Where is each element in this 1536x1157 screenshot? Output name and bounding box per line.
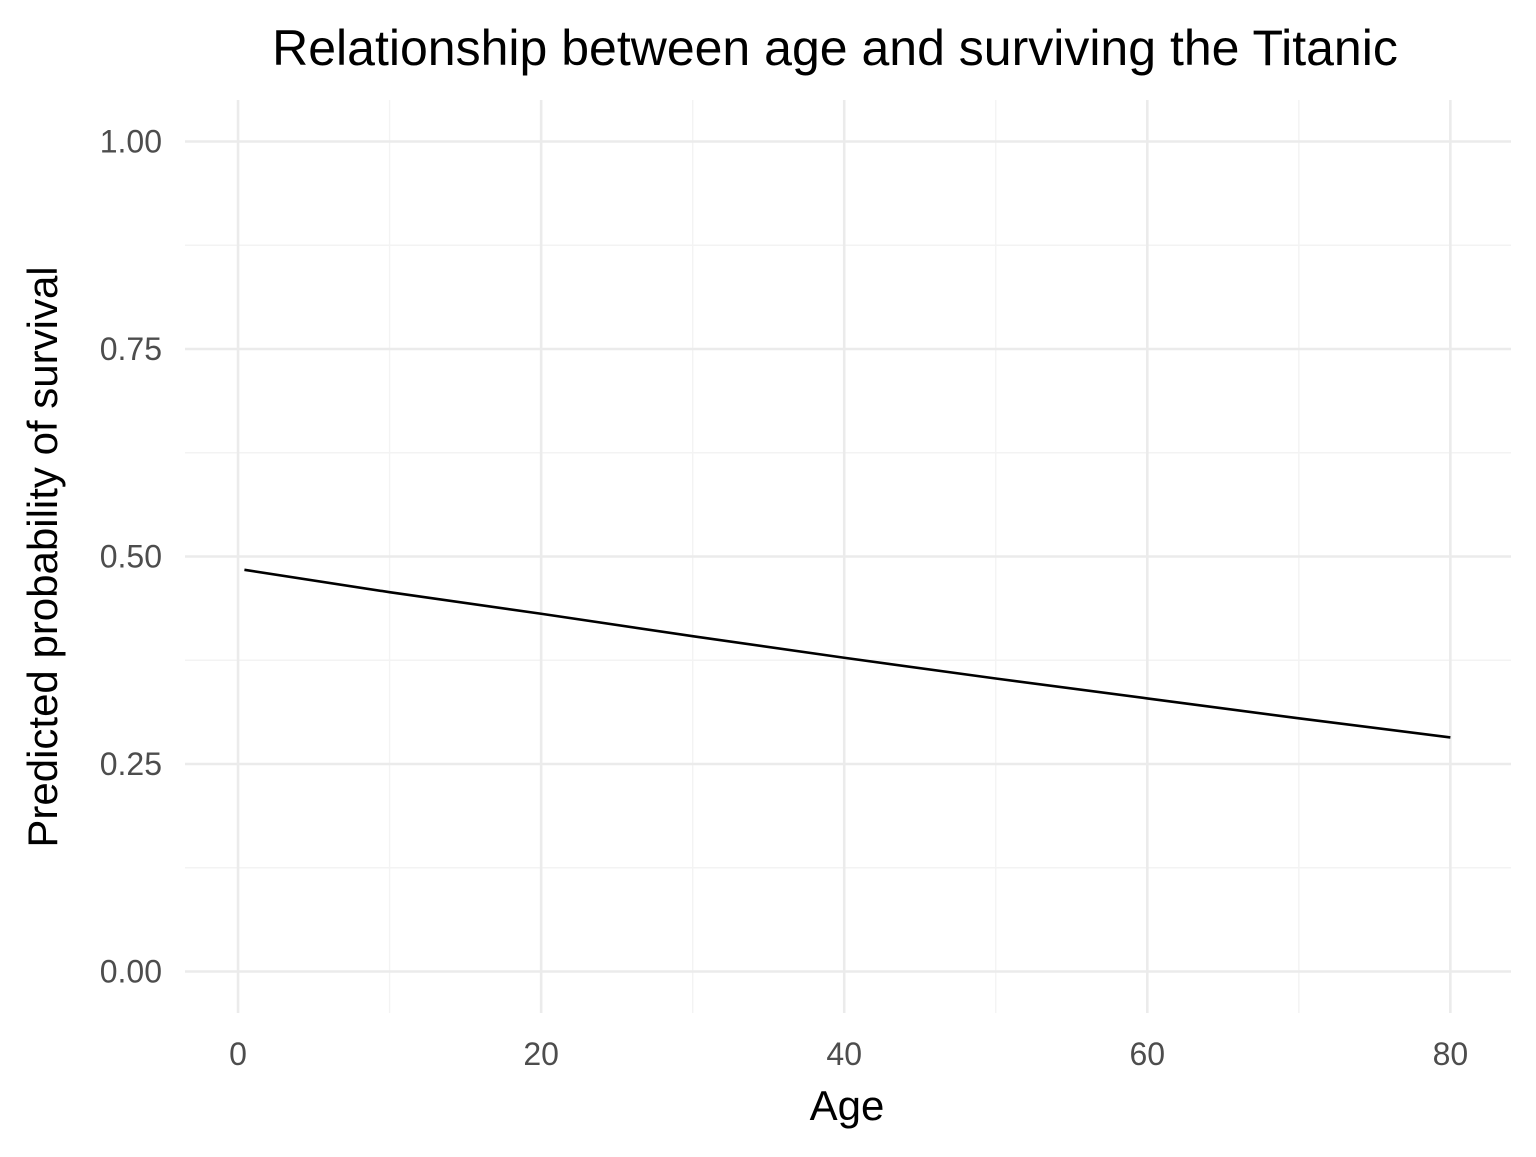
x-tick-label: 80 (1433, 1036, 1469, 1072)
series-line (244, 568, 1451, 739)
y-tick-label: 0.75 (100, 331, 162, 367)
y-tick-label: 0.00 (100, 954, 162, 990)
grid (185, 100, 1511, 1013)
series-layer (244, 568, 1451, 739)
y-axis-title: Predicted probability of survival (19, 266, 66, 847)
x-axis-title: Age (810, 1082, 885, 1129)
x-tick-label: 20 (523, 1036, 559, 1072)
x-tick-label: 40 (826, 1036, 862, 1072)
x-tick-label: 0 (229, 1036, 247, 1072)
x-tick-label: 60 (1130, 1036, 1166, 1072)
y-tick-label: 0.25 (100, 746, 162, 782)
y-tick-label: 1.00 (100, 124, 162, 160)
chart-title: Relationship between age and surviving t… (272, 20, 1398, 76)
tick-labels: 0 20 40 60 80 0.00 0.25 0.50 0.75 1.00 (100, 124, 1468, 1073)
y-tick-label: 0.50 (100, 539, 162, 575)
